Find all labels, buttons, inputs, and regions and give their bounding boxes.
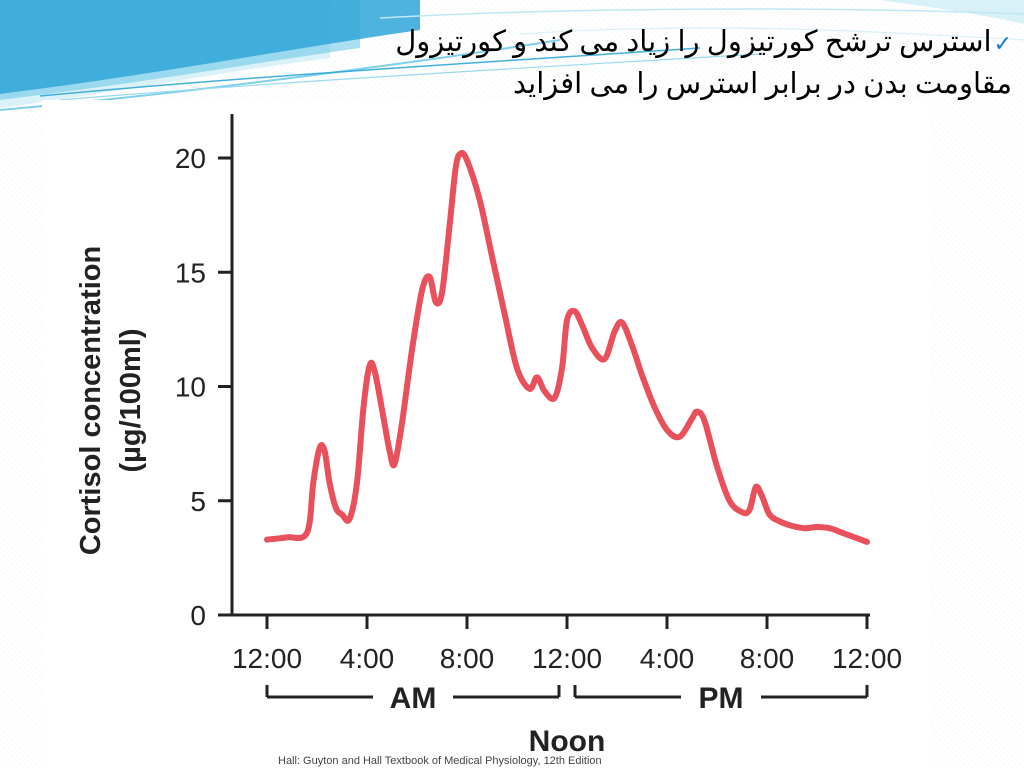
cortisol-series-line-0 <box>264 150 870 545</box>
y-axis-units-label: (µg/100ml) <box>115 328 147 472</box>
slide-title-line-1: ✓استرس ترشح کورتیزول را زیاد می کند و کو… <box>312 22 1012 64</box>
y-tick-label-20: 20 <box>175 143 206 174</box>
header-swoosh <box>0 0 1024 111</box>
x-tick-label-2: 8:00 <box>440 643 495 674</box>
chart-panel: 0 5 10 15 20 12:00 4:00 8:00 12:00 4:00 8:00 12:00 A… <box>42 100 930 768</box>
y-tick-label-5: 5 <box>190 486 206 517</box>
x-tick-label-6: 12:00 <box>832 643 902 674</box>
y-tick-label-0: 0 <box>190 600 206 631</box>
period-label-am: AM <box>390 682 437 715</box>
x-tick-label-5: 8:00 <box>740 643 795 674</box>
y-axis-label: Cortisol concentration <box>75 246 107 555</box>
slide-title: ✓استرس ترشح کورتیزول را زیاد می کند و کو… <box>312 22 1012 104</box>
x-tick-label-3: 12:00 <box>532 643 602 674</box>
x-tick-label-4: 4:00 <box>640 643 695 674</box>
slide-title-line-1-text: استرس ترشح کورتیزول را زیاد می کند و کور… <box>395 26 992 58</box>
x-tick-label-0: 12:00 <box>232 643 302 674</box>
period-label-pm: PM <box>699 682 744 715</box>
slide-title-line-2: مقاومت بدن در برابر استرس را می افزاید <box>512 68 1012 100</box>
y-tick-label-10: 10 <box>175 372 206 403</box>
x-tick-label-1: 4:00 <box>340 643 395 674</box>
checkmark-icon: ✓ <box>993 31 1012 56</box>
cortisol-chart: 0 5 10 15 20 12:00 4:00 8:00 12:00 4:00 8:00 12:00 A… <box>75 114 902 758</box>
image-credit: Hall: Guyton and Hall Textbook of Medica… <box>278 755 602 767</box>
y-tick-label-15: 15 <box>175 257 206 288</box>
x-axis-label: Noon <box>529 725 606 758</box>
